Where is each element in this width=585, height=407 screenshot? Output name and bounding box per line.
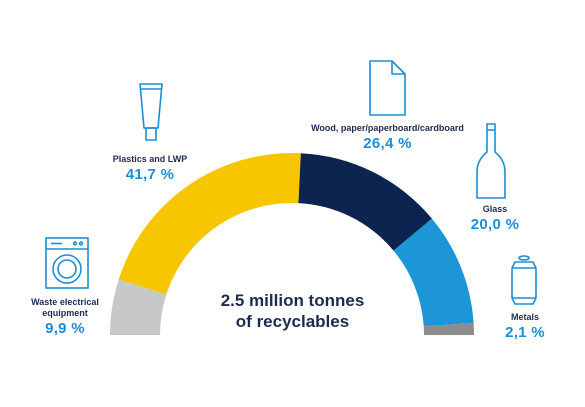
category-name: Wood, paper/paperboard/cardboard bbox=[311, 123, 464, 133]
percent-value: 26,4 % bbox=[363, 135, 412, 152]
category-name: Glass bbox=[482, 204, 508, 214]
category-name: equipment bbox=[42, 308, 88, 318]
label-metals: Metals 2,1 % bbox=[485, 312, 565, 341]
label-waste-electrical: Waste electrical equipment 9,9 % bbox=[5, 297, 125, 337]
label-glass: Glass 20,0 % bbox=[455, 204, 535, 233]
percent-value: 9,9 % bbox=[45, 320, 85, 337]
percent-value: 41,7 % bbox=[125, 166, 175, 183]
center-line-1: 2.5 million tonnes bbox=[220, 291, 365, 310]
category-name: Plastics and LWP bbox=[112, 154, 188, 164]
label-plastics: Plastics and LWP 41,7 % bbox=[90, 154, 210, 183]
arc-slice-1 bbox=[118, 153, 301, 295]
arc-slice-2 bbox=[298, 153, 432, 251]
center-label: 2.5 million tonnes of recyclables bbox=[190, 290, 395, 332]
percent-value: 2,1 % bbox=[505, 324, 545, 341]
label-wood-paper: Wood, paper/paperboard/cardboard 26,4 % bbox=[295, 123, 480, 152]
arc-slice-3 bbox=[393, 218, 474, 327]
category-name: Metals bbox=[510, 312, 539, 322]
center-line-2: of recyclables bbox=[235, 312, 350, 331]
percent-value: 20,0 % bbox=[470, 216, 520, 233]
arc-slice-0 bbox=[110, 279, 167, 335]
category-name: Waste electrical bbox=[31, 297, 99, 307]
arc-slice-4 bbox=[423, 323, 474, 335]
